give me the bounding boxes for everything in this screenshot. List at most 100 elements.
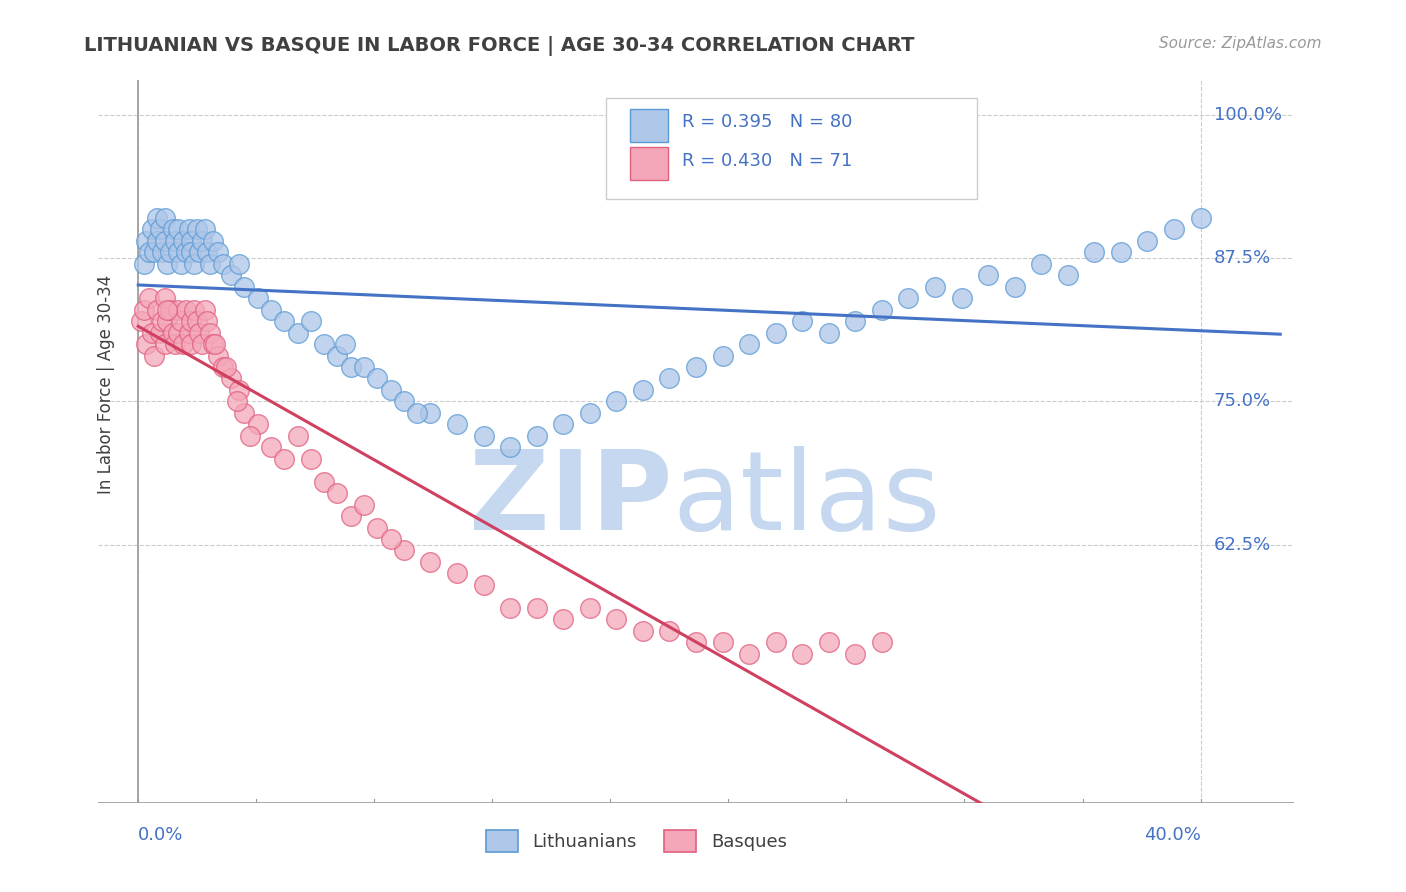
FancyBboxPatch shape	[606, 98, 977, 200]
Text: In Labor Force | Age 30-34: In Labor Force | Age 30-34	[97, 275, 115, 494]
Point	[195, 314, 218, 328]
Point	[135, 234, 157, 248]
Point	[180, 245, 202, 260]
Point	[605, 394, 627, 409]
Point	[1109, 245, 1132, 260]
Point	[844, 647, 866, 661]
Point	[207, 245, 229, 260]
Point	[392, 394, 415, 409]
Point	[499, 600, 522, 615]
Point	[219, 268, 242, 283]
Point	[143, 349, 166, 363]
Point	[146, 234, 169, 248]
Text: ZIP: ZIP	[468, 446, 672, 553]
Point	[1136, 234, 1159, 248]
Point	[132, 302, 155, 317]
Text: R = 0.430   N = 71: R = 0.430 N = 71	[682, 153, 852, 170]
Point	[191, 234, 214, 248]
Point	[167, 222, 190, 236]
Point	[204, 337, 226, 351]
Point	[1189, 211, 1212, 225]
Point	[977, 268, 1000, 283]
Point	[326, 486, 349, 500]
Point	[526, 600, 548, 615]
Text: Source: ZipAtlas.com: Source: ZipAtlas.com	[1159, 36, 1322, 51]
Point	[314, 475, 336, 489]
Point	[167, 302, 190, 317]
Point	[844, 314, 866, 328]
Point	[138, 291, 160, 305]
Point	[228, 383, 250, 397]
Point	[172, 337, 194, 351]
Point	[499, 440, 522, 454]
Point	[191, 337, 214, 351]
Point	[186, 222, 208, 236]
Point	[228, 257, 250, 271]
Text: 87.5%: 87.5%	[1213, 249, 1271, 267]
Point	[207, 349, 229, 363]
Legend: Lithuanians, Basques: Lithuanians, Basques	[478, 822, 794, 859]
Point	[129, 314, 152, 328]
Point	[156, 257, 179, 271]
Point	[132, 257, 155, 271]
Point	[167, 326, 190, 340]
Point	[146, 211, 169, 225]
Point	[183, 302, 205, 317]
Point	[177, 326, 200, 340]
Point	[219, 371, 242, 385]
Point	[188, 326, 211, 340]
Point	[150, 245, 173, 260]
Point	[870, 635, 893, 649]
Text: R = 0.395   N = 80: R = 0.395 N = 80	[682, 113, 852, 131]
Point	[366, 371, 388, 385]
Point	[631, 383, 654, 397]
Point	[194, 302, 217, 317]
Point	[339, 509, 361, 524]
Point	[817, 326, 839, 340]
Point	[180, 234, 202, 248]
Point	[195, 245, 218, 260]
Point	[366, 520, 388, 534]
Point	[162, 222, 184, 236]
Point	[212, 359, 235, 374]
Point	[260, 440, 283, 454]
Point	[246, 291, 269, 305]
Point	[172, 234, 194, 248]
Text: 75.0%: 75.0%	[1213, 392, 1271, 410]
Point	[273, 451, 295, 466]
Point	[299, 314, 322, 328]
Point	[765, 635, 787, 649]
Point	[446, 566, 468, 581]
Point	[148, 222, 170, 236]
Point	[578, 600, 600, 615]
Point	[138, 245, 160, 260]
Point	[143, 245, 166, 260]
Point	[188, 245, 211, 260]
Point	[553, 417, 575, 432]
Point	[631, 624, 654, 638]
Point	[578, 406, 600, 420]
Point	[392, 543, 415, 558]
Point	[159, 302, 181, 317]
Point	[165, 234, 187, 248]
Point	[201, 234, 224, 248]
Point	[1031, 257, 1053, 271]
Point	[792, 314, 814, 328]
Point	[156, 302, 179, 317]
Point	[792, 647, 814, 661]
Point	[924, 279, 946, 293]
Point	[156, 314, 179, 328]
Text: 40.0%: 40.0%	[1143, 826, 1201, 844]
Point	[658, 624, 681, 638]
Point	[380, 532, 402, 546]
Point	[186, 314, 208, 328]
Point	[299, 451, 322, 466]
Point	[233, 406, 256, 420]
Point	[765, 326, 787, 340]
Point	[165, 337, 187, 351]
Point	[153, 337, 176, 351]
Point	[174, 245, 197, 260]
Point	[419, 406, 441, 420]
Point	[314, 337, 336, 351]
Point	[174, 302, 197, 317]
